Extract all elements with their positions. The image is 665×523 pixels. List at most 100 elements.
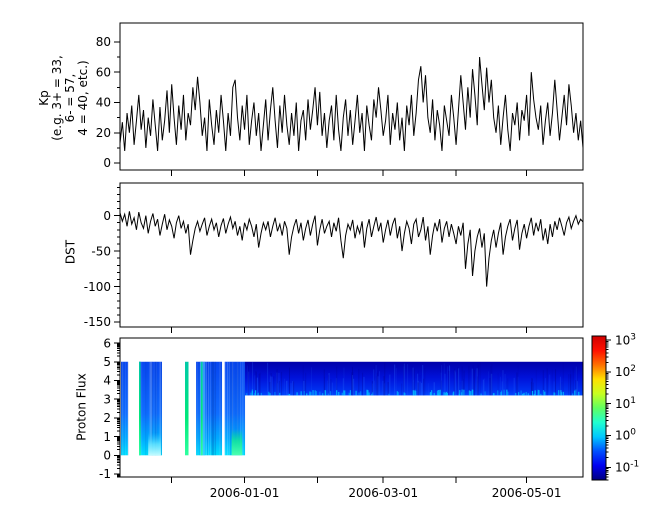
band-striation [394,364,396,396]
band-striation [476,368,478,396]
column-green-blob [231,429,243,456]
band-striation [463,370,465,396]
band-striation [293,381,295,396]
colorbar-tick-base: 10 [615,333,630,347]
column-striation [196,361,198,456]
column-striation [155,361,157,456]
band-striation [454,372,456,396]
band-bottom-speckle [437,393,439,396]
band-striation [454,370,456,396]
heatmap-column [139,361,162,456]
band-bottom-speckle [358,392,360,396]
band-striation [331,382,333,396]
band-striation [504,374,506,396]
band-striation [473,370,475,396]
band-bottom-speckle [279,392,281,396]
band-striation [373,369,375,396]
colorbar-tick-exponent: 3 [630,332,636,342]
column-striation [210,361,212,456]
band-striation [419,381,421,396]
colorbar-tick-base: 10 [615,429,630,443]
column-striation [150,361,152,456]
band-striation [304,380,306,396]
column-striation [236,361,238,456]
band-striation [497,372,499,396]
band-striation [273,376,275,396]
column-striation [221,361,223,456]
band-striation [324,376,326,396]
band-bottom-speckle [300,391,302,396]
band-striation [417,382,419,396]
band-striation [576,366,578,396]
axes [114,22,584,483]
band-striation [342,378,344,396]
heatmap-column [121,361,128,456]
band-bottom-speckle [445,391,448,396]
band-striation [363,376,365,396]
band-striation [422,364,424,396]
band-striation [302,365,304,396]
band-striation [441,380,443,396]
band-bottom-speckle [338,391,340,396]
band-bottom-speckle [397,392,399,396]
column-striation [207,361,209,456]
band-striation [461,366,463,396]
band-striation [575,380,577,396]
band-bottom-speckle [412,390,414,396]
band-striation [551,369,553,396]
colorbar-tick-label: 103 [615,332,636,347]
column-striation [238,361,240,456]
band-bottom-speckle [558,390,560,396]
band-striation [252,362,254,396]
band-striation [433,382,435,396]
band-bottom-speckle [343,390,345,396]
band-bottom-speckle [507,391,509,396]
band-striation [427,383,429,396]
band-striation [328,372,330,396]
band-bottom-speckle [336,390,338,396]
band-bottom-speckle [531,390,534,396]
column-striation [155,361,157,456]
band-striation [383,383,385,396]
band-striation [418,370,420,396]
band-bottom-speckle [431,390,433,396]
band-striation [377,369,379,396]
band-striation [395,368,397,396]
band-striation [559,376,561,396]
band-bottom-speckle [254,390,257,396]
colorbar-ticks [606,339,611,481]
band-striation [255,372,257,396]
band-striation [458,368,460,396]
column-striation [161,361,163,456]
band-striation [411,365,413,396]
band-bottom-speckle [446,393,449,396]
band-bottom-speckle [306,393,308,396]
band-bottom-speckle [554,392,556,396]
column-striation [231,361,233,456]
band-striation [490,366,492,396]
band-bottom-speckle [396,391,398,396]
band-striation [276,369,278,396]
band-bottom-speckle [533,393,535,396]
band-bottom-speckle [527,393,529,396]
column-striation [237,361,239,456]
band-striation [553,381,555,396]
band-striation [353,378,355,396]
band-bottom-speckle [520,390,522,396]
band-striation [376,372,378,396]
column-striation [226,361,228,456]
band-bottom-speckle [314,390,316,396]
band-striation [384,362,386,396]
band-bottom-speckle [274,392,276,396]
band-striation [555,369,557,396]
band-striation [502,370,504,396]
band-striation [362,372,364,396]
band-bottom-speckle [443,392,445,396]
band-striation [276,372,278,396]
column-striation [234,361,236,456]
band-striation [417,380,419,396]
column-striation [219,361,221,456]
band-striation [403,363,405,396]
band-bottom-speckle [537,389,539,396]
band-bottom-speckle [553,392,555,396]
